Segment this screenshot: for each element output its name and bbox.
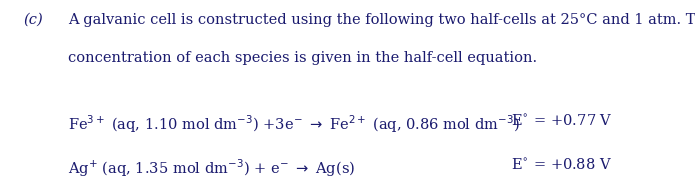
Text: concentration of each species is given in the half-cell equation.: concentration of each species is given i… [68, 51, 537, 65]
Text: E$^{\circ}$ = +0.88 V: E$^{\circ}$ = +0.88 V [511, 157, 612, 173]
Text: Fe$^{3+}$ (aq, 1.10 mol dm$^{-3}$) +3e$^{-}$ $\rightarrow$ Fe$^{2+}$ (aq, 0.86 m: Fe$^{3+}$ (aq, 1.10 mol dm$^{-3}$) +3e$^… [68, 113, 520, 135]
Text: (c): (c) [23, 13, 42, 27]
Text: A galvanic cell is constructed using the following two half-cells at 25°C and 1 : A galvanic cell is constructed using the… [68, 13, 695, 27]
Text: E$^{\circ}$ = +0.77 V: E$^{\circ}$ = +0.77 V [511, 113, 612, 129]
Text: Ag$^{+}$ (aq, 1.35 mol dm$^{-3}$) + e$^{-}$ $\rightarrow$ Ag(s): Ag$^{+}$ (aq, 1.35 mol dm$^{-3}$) + e$^{… [68, 157, 355, 179]
